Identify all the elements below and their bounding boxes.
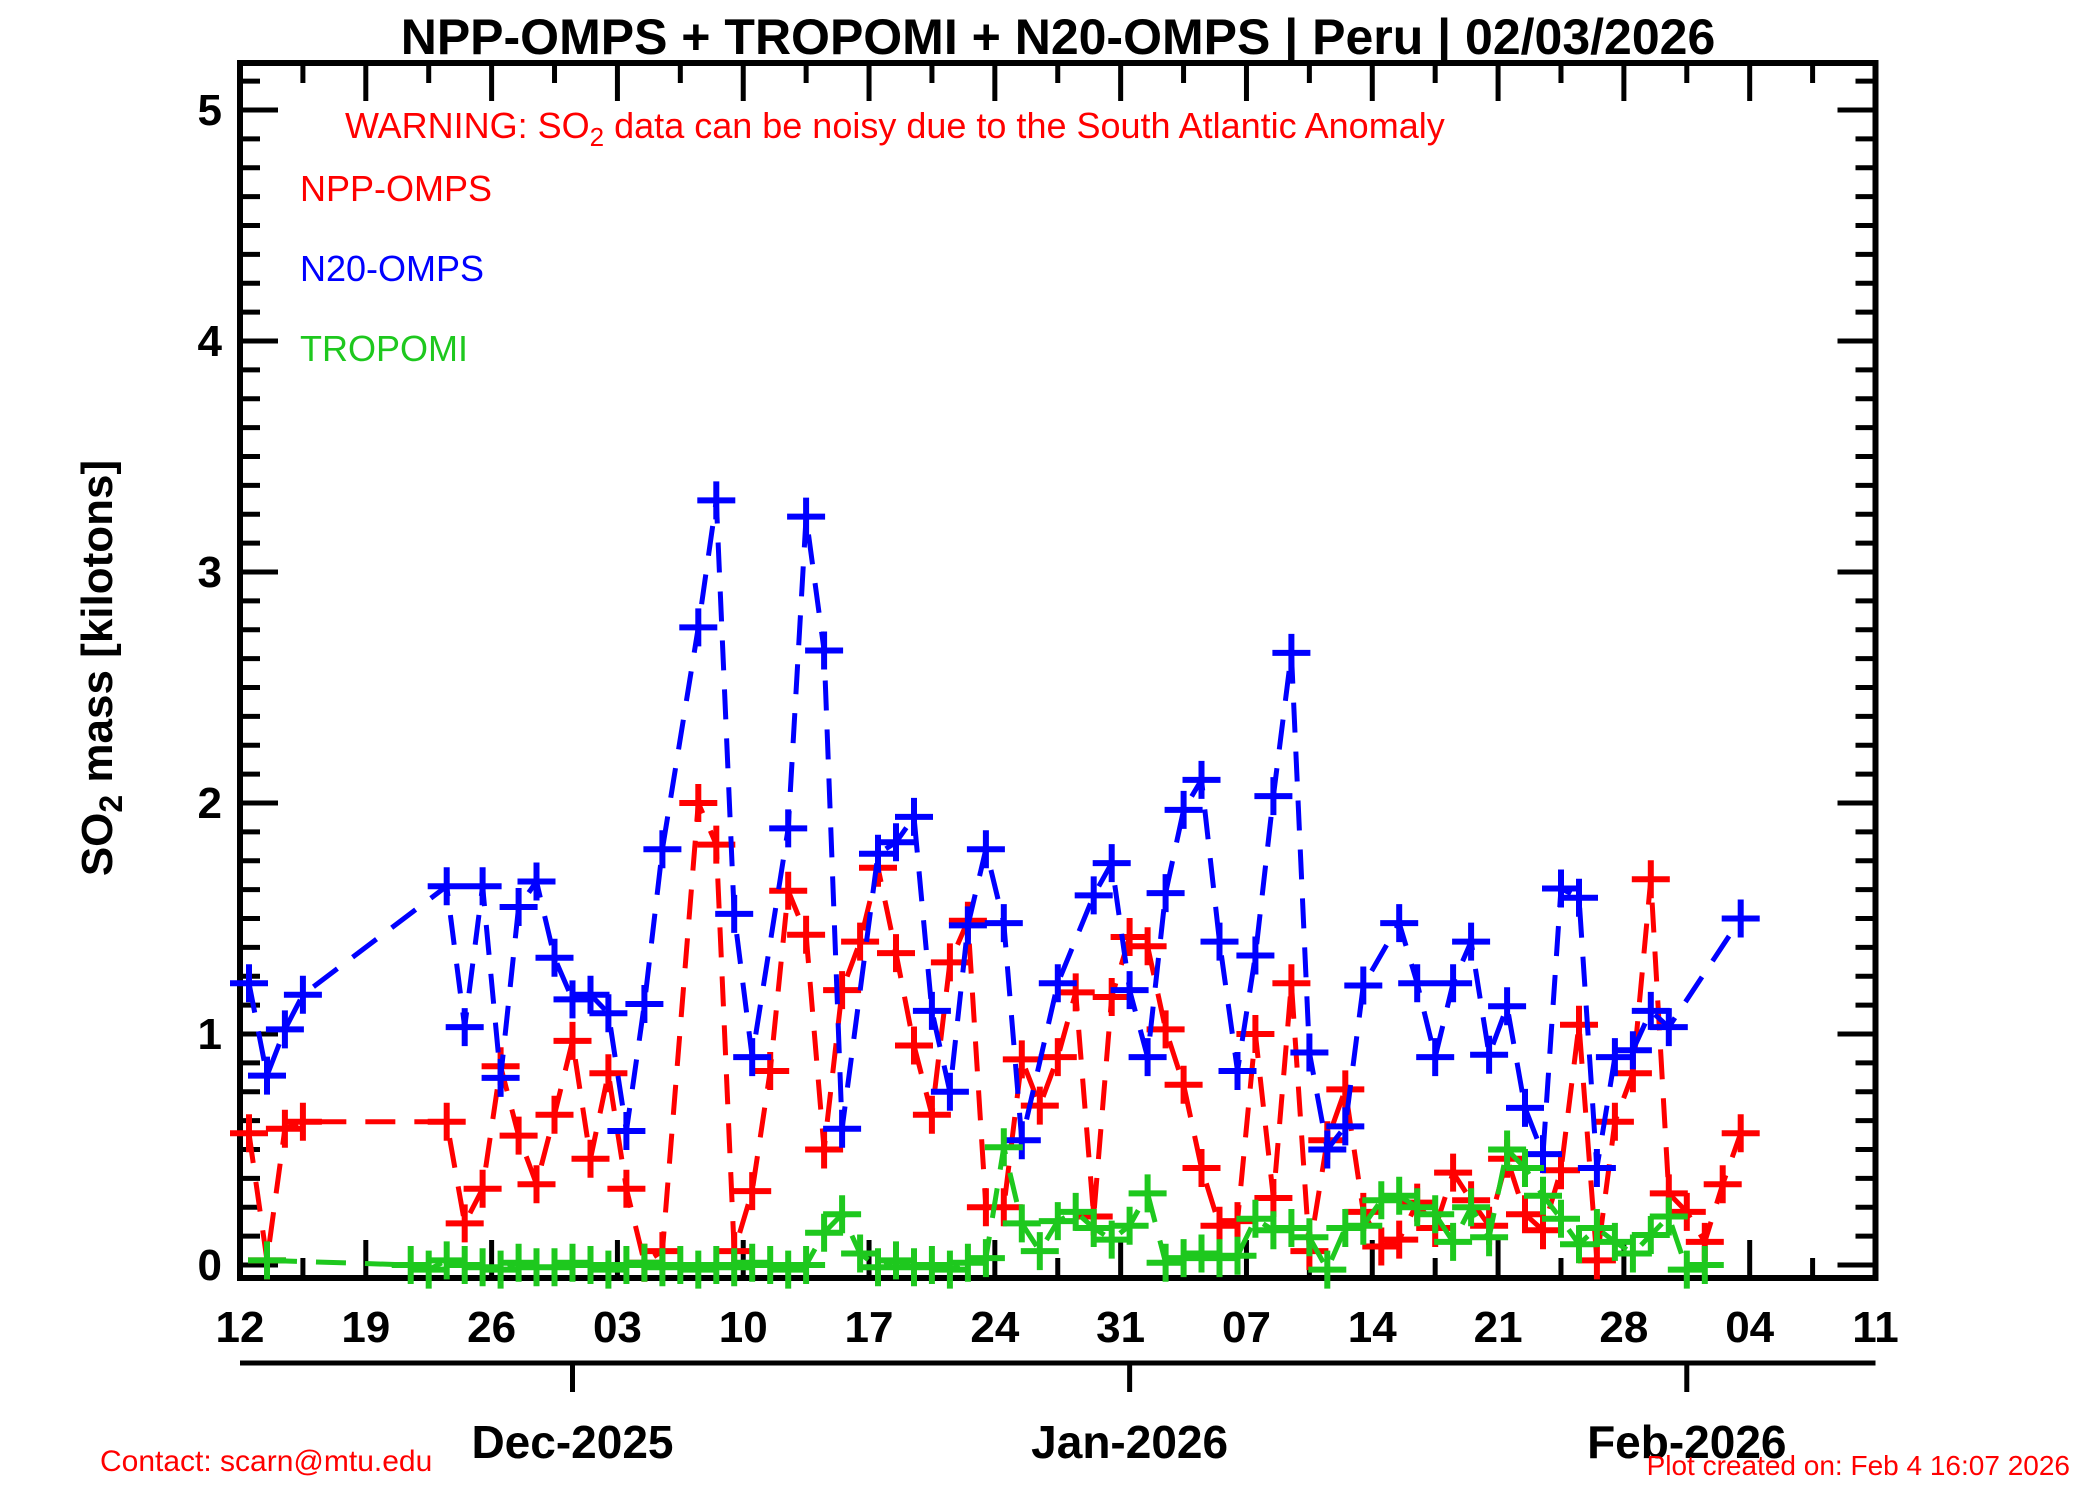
- svg-text:26: 26: [467, 1303, 516, 1352]
- series-markers: [248, 1128, 1724, 1289]
- svg-text:19: 19: [341, 1303, 390, 1352]
- contact-text: Contact: scarn@mtu.edu: [100, 1445, 433, 1478]
- svg-text:10: 10: [719, 1303, 768, 1352]
- warning-subscript: 2: [589, 122, 605, 153]
- series-line: [246, 802, 1744, 1267]
- svg-text:5: 5: [198, 86, 222, 135]
- svg-text:24: 24: [970, 1303, 1019, 1352]
- x-tick-labels: 12 19 26 03 10 17 24 31 07 14 21 28 04 11: [216, 1303, 1899, 1352]
- svg-text:12: 12: [216, 1303, 265, 1352]
- svg-text:3: 3: [198, 548, 222, 597]
- legend-item-n20-omps: N20-OMPS: [300, 248, 485, 289]
- y-axis-title: SO2 mass [kilotons]: [73, 460, 129, 876]
- svg-text:Dec-2025: Dec-2025: [471, 1416, 673, 1468]
- svg-text:31: 31: [1096, 1303, 1145, 1352]
- created-text: Plot created on: Feb 4 16:07 2026: [1646, 1450, 2070, 1481]
- month-axis: Dec-2025 Jan-2026 Feb-2026: [240, 1360, 1876, 1468]
- legend-item-npp-omps: NPP-OMPS: [300, 168, 493, 209]
- page-title: NPP-OMPS + TROPOMI + N20-OMPS | Peru | 0…: [400, 9, 1716, 65]
- series-line: [246, 500, 1743, 1169]
- svg-text:Jan-2026: Jan-2026: [1031, 1416, 1228, 1468]
- svg-text:28: 28: [1599, 1303, 1648, 1352]
- warning-prefix: WARNING: SO: [345, 105, 590, 146]
- warning-suffix: data can be noisy due to the South Atlan…: [604, 105, 1445, 146]
- series-markers: [230, 481, 1760, 1187]
- svg-text:03: 03: [593, 1303, 642, 1352]
- svg-text:Feb-2026: Feb-2026: [1587, 1416, 1786, 1468]
- svg-text:11: 11: [1852, 1303, 1899, 1352]
- series-n20-omps: [230, 481, 1760, 1187]
- svg-text:1: 1: [198, 1010, 222, 1059]
- svg-text:0: 0: [198, 1241, 222, 1290]
- svg-text:07: 07: [1222, 1303, 1271, 1352]
- svg-text:14: 14: [1348, 1303, 1397, 1352]
- warning-text: WARNING: SO2 data can be noisy due to th…: [345, 105, 1445, 153]
- legend: NPP-OMPS N20-OMPS TROPOMI: [300, 168, 492, 408]
- legend-item-tropomi: TROPOMI: [300, 328, 468, 369]
- svg-text:04: 04: [1725, 1303, 1774, 1352]
- svg-text:17: 17: [845, 1303, 894, 1352]
- axis-ticks: [237, 63, 1878, 1278]
- y-tick-labels: 0 1 2 3 4 5: [198, 86, 223, 1290]
- svg-text:4: 4: [198, 317, 223, 366]
- svg-text:2: 2: [198, 779, 222, 828]
- svg-text:21: 21: [1474, 1303, 1523, 1352]
- series-tropomi: [248, 1128, 1724, 1289]
